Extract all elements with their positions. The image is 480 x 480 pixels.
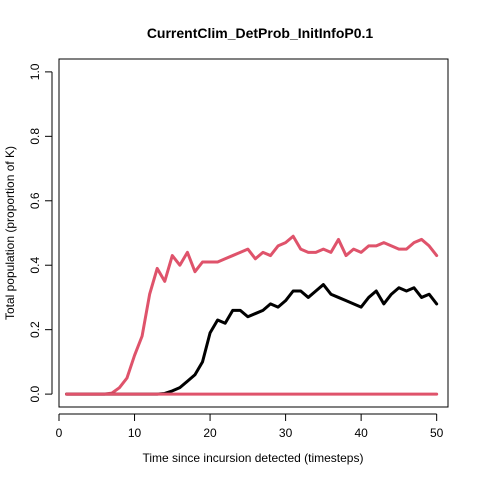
- series-layer: [65, 234, 439, 396]
- y-tick-label: 0.6: [28, 192, 42, 209]
- y-tick-label: 0.2: [28, 321, 42, 338]
- x-axis: 0 10 20 30 40 50: [56, 413, 444, 440]
- x-tick-label: 20: [203, 426, 217, 440]
- y-tick-label: 1.0: [28, 63, 42, 80]
- y-axis-label: Total population (proportion of K): [3, 146, 17, 320]
- y-axis: 0.0 0.2 0.4 0.6 0.8 1.0: [28, 63, 53, 402]
- x-tick-label: 10: [128, 426, 142, 440]
- x-tick-label: 50: [430, 426, 444, 440]
- y-tick-label: 0.8: [28, 128, 42, 145]
- plot-frame: [58, 58, 449, 408]
- x-tick-label: 0: [56, 426, 63, 440]
- x-tick-label: 30: [279, 426, 293, 440]
- x-tick-label: 40: [354, 426, 368, 440]
- series-line-2: [65, 283, 439, 396]
- y-tick-label: 0.0: [28, 385, 42, 402]
- series-line-1: [65, 234, 439, 396]
- x-axis-label: Time since incursion detected (timesteps…: [143, 451, 364, 465]
- chart-title: CurrentClim_DetProb_InitInfoP0.1: [147, 25, 374, 41]
- y-tick-label: 0.4: [28, 257, 42, 274]
